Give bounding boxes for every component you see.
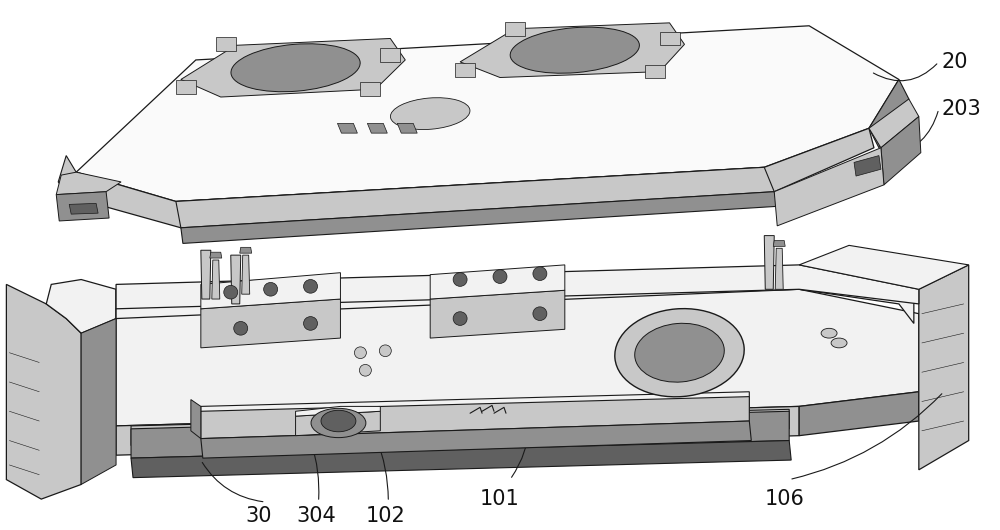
Polygon shape [116, 289, 919, 426]
Polygon shape [116, 265, 919, 309]
Polygon shape [201, 421, 751, 458]
Ellipse shape [615, 308, 744, 397]
Ellipse shape [390, 98, 470, 129]
Polygon shape [799, 245, 969, 289]
Polygon shape [76, 26, 899, 201]
Polygon shape [131, 409, 789, 445]
Polygon shape [360, 82, 380, 96]
Text: 102: 102 [365, 506, 405, 526]
Polygon shape [296, 407, 380, 416]
Polygon shape [774, 148, 884, 226]
Polygon shape [176, 167, 774, 228]
Polygon shape [773, 241, 785, 246]
Ellipse shape [311, 408, 366, 438]
Polygon shape [367, 123, 387, 133]
Circle shape [533, 267, 547, 280]
Polygon shape [46, 279, 116, 333]
Polygon shape [201, 392, 749, 426]
Polygon shape [201, 396, 749, 439]
Polygon shape [181, 192, 777, 243]
Polygon shape [131, 440, 791, 478]
Text: 101: 101 [480, 489, 520, 509]
Polygon shape [919, 265, 969, 470]
Polygon shape [869, 80, 909, 148]
Circle shape [493, 270, 507, 284]
Polygon shape [881, 117, 921, 185]
Circle shape [453, 312, 467, 325]
Polygon shape [69, 128, 874, 228]
Ellipse shape [510, 27, 639, 73]
Polygon shape [799, 392, 919, 436]
Polygon shape [430, 265, 565, 299]
Polygon shape [6, 285, 81, 499]
Circle shape [224, 285, 238, 299]
Polygon shape [201, 273, 340, 309]
Polygon shape [212, 260, 220, 299]
Polygon shape [201, 250, 211, 299]
Circle shape [533, 307, 547, 321]
Polygon shape [56, 172, 121, 195]
Circle shape [304, 279, 318, 293]
Text: 203: 203 [942, 99, 982, 119]
Polygon shape [455, 63, 475, 76]
Polygon shape [69, 204, 98, 214]
Circle shape [379, 345, 391, 357]
Circle shape [304, 316, 318, 330]
Polygon shape [176, 81, 196, 94]
Ellipse shape [231, 44, 360, 92]
Polygon shape [56, 192, 109, 221]
Polygon shape [181, 39, 405, 97]
Circle shape [359, 365, 371, 376]
Circle shape [453, 273, 467, 286]
Polygon shape [869, 99, 919, 148]
Polygon shape [660, 32, 680, 45]
Polygon shape [242, 255, 250, 294]
Polygon shape [505, 22, 525, 36]
Polygon shape [296, 411, 380, 436]
Ellipse shape [321, 410, 356, 432]
Polygon shape [201, 299, 340, 348]
Polygon shape [380, 48, 400, 62]
Text: 106: 106 [764, 489, 804, 509]
Polygon shape [216, 38, 236, 51]
Text: 30: 30 [245, 506, 272, 526]
Text: 304: 304 [297, 506, 336, 526]
Polygon shape [210, 252, 222, 258]
Polygon shape [854, 156, 881, 176]
Polygon shape [775, 248, 783, 289]
Circle shape [234, 322, 248, 335]
Text: 20: 20 [942, 52, 968, 72]
Polygon shape [231, 255, 241, 304]
Polygon shape [645, 65, 665, 78]
Polygon shape [116, 279, 914, 323]
Ellipse shape [635, 323, 724, 382]
Polygon shape [58, 156, 76, 197]
Polygon shape [131, 411, 789, 458]
Polygon shape [337, 123, 357, 133]
Polygon shape [191, 400, 201, 439]
Ellipse shape [831, 338, 847, 348]
Circle shape [354, 347, 366, 359]
Polygon shape [460, 23, 684, 77]
Circle shape [264, 282, 278, 296]
Polygon shape [764, 236, 774, 289]
Ellipse shape [821, 328, 837, 338]
Polygon shape [81, 319, 116, 484]
Polygon shape [116, 407, 799, 455]
Polygon shape [240, 248, 252, 253]
Polygon shape [397, 123, 417, 133]
Polygon shape [430, 290, 565, 338]
